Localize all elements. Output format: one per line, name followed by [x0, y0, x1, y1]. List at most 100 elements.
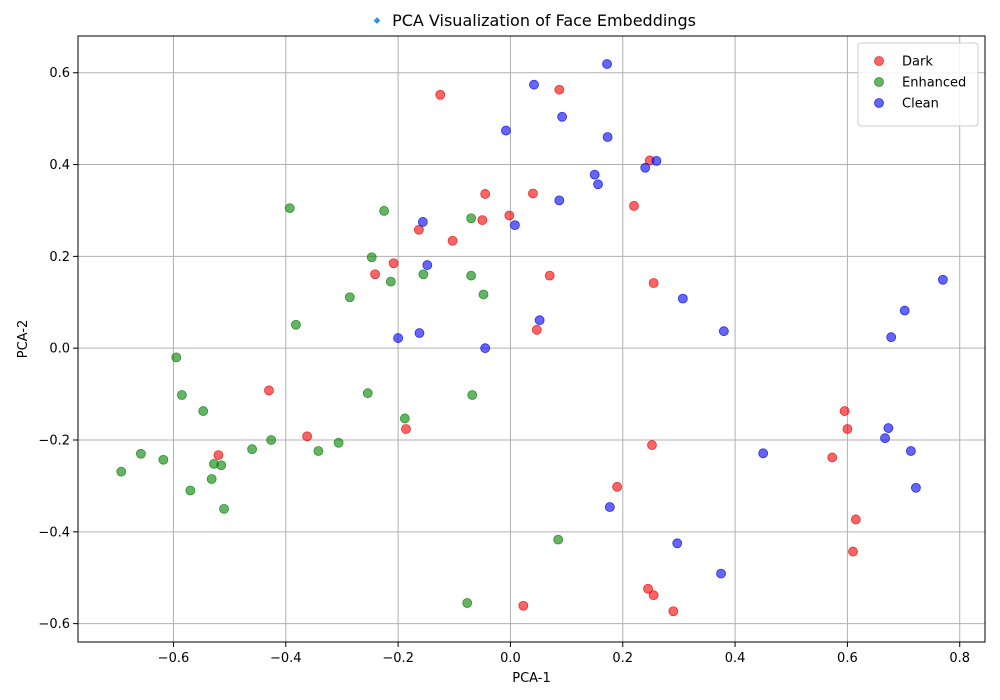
- data-point-enhanced: [553, 534, 564, 545]
- data-point-enhanced: [313, 446, 324, 456]
- x-tick-label: 0.8: [949, 651, 970, 666]
- x-tick-label: 0.2: [612, 651, 633, 666]
- data-point-clean: [510, 220, 520, 231]
- data-point-clean: [677, 293, 688, 304]
- x-tick-label: −0.6: [158, 651, 190, 666]
- data-point-clean: [417, 217, 428, 227]
- data-point-clean: [880, 433, 890, 444]
- legend-label-dark: Dark: [902, 55, 933, 70]
- data-point-clean: [886, 332, 897, 343]
- legend-label-enhanced: Enhanced: [902, 76, 966, 91]
- x-tick-label: −0.2: [382, 651, 414, 666]
- data-point-clean: [593, 179, 603, 190]
- y-tick-label: 0.0: [49, 342, 70, 357]
- data-point-enhanced: [219, 503, 229, 514]
- data-point-dark: [612, 481, 623, 492]
- data-point-dark: [413, 224, 424, 235]
- data-point-dark: [388, 258, 399, 269]
- y-tick-label: −0.2: [38, 434, 70, 449]
- data-point-clean: [554, 195, 565, 206]
- data-point-clean: [651, 155, 662, 166]
- data-point-clean: [899, 305, 910, 316]
- legend-marker-enhanced: [874, 77, 884, 87]
- legend: Dark Enhanced Clean: [857, 42, 979, 127]
- legend-label-clean: Clean: [902, 97, 939, 112]
- grid-lines: [78, 36, 985, 642]
- data-point-enhanced: [466, 270, 477, 281]
- data-point-dark: [827, 452, 838, 463]
- data-point-dark: [518, 600, 529, 611]
- data-point-dark: [477, 215, 488, 225]
- data-point-dark: [647, 440, 657, 450]
- axis-ticks: −0.6 −0.4 −0.2 0.0 0.2 0.4 0.6 0.8 −0.6 −0.4 −0.2 0…: [38, 66, 970, 666]
- data-point-dark: [480, 189, 491, 199]
- data-point-dark: [213, 450, 224, 461]
- data-point-dark: [554, 84, 565, 95]
- data-point-enhanced: [266, 435, 277, 445]
- data-point-dark: [264, 385, 274, 396]
- data-point-enhanced: [466, 213, 477, 224]
- y-tick-label: −0.4: [38, 525, 70, 540]
- x-tick-label: 0.0: [500, 651, 521, 666]
- data-point-clean: [534, 315, 545, 326]
- data-point-clean: [414, 328, 425, 338]
- data-point-clean: [716, 568, 726, 579]
- data-point-dark: [504, 210, 515, 221]
- x-axis-label: PCA-1: [512, 671, 551, 686]
- data-point-enhanced: [136, 448, 146, 459]
- series-clean: [393, 59, 948, 579]
- data-point-dark: [668, 606, 679, 617]
- data-point-enhanced: [171, 352, 182, 363]
- data-point-clean: [905, 446, 916, 456]
- data-point-enhanced: [158, 454, 169, 465]
- data-point-enhanced: [379, 206, 389, 216]
- y-tick-label: 0.4: [49, 158, 70, 173]
- data-point-dark: [531, 324, 542, 335]
- chart-title: 🔹 PCA Visualization of Face Embeddings: [367, 11, 696, 30]
- data-point-clean: [937, 274, 948, 285]
- x-tick-label: 0.6: [837, 651, 858, 666]
- data-point-clean: [557, 111, 568, 122]
- y-tick-label: −0.6: [38, 617, 70, 632]
- scatter-points: [116, 59, 948, 617]
- data-point-enhanced: [366, 252, 377, 263]
- data-point-enhanced: [362, 388, 373, 399]
- y-tick-label: 0.2: [49, 250, 70, 265]
- data-point-dark: [370, 269, 380, 280]
- data-point-clean: [422, 260, 433, 270]
- data-point-clean: [758, 448, 769, 459]
- y-axis-label: PCA-2: [16, 320, 31, 359]
- data-point-clean: [589, 169, 600, 180]
- series-enhanced: [116, 203, 564, 608]
- data-point-clean: [393, 333, 404, 343]
- data-point-clean: [640, 162, 651, 173]
- data-point-clean: [480, 343, 491, 354]
- data-point-enhanced: [399, 413, 410, 424]
- data-point-dark: [842, 424, 853, 434]
- y-tick-label: 0.6: [49, 66, 70, 81]
- data-point-clean: [911, 482, 921, 493]
- data-point-enhanced: [176, 390, 187, 400]
- data-point-dark: [544, 270, 555, 281]
- data-point-dark: [435, 89, 446, 100]
- data-point-dark: [839, 406, 850, 416]
- data-point-dark: [302, 431, 313, 442]
- legend-marker-dark: [874, 56, 884, 66]
- data-point-enhanced: [206, 474, 217, 484]
- data-point-enhanced: [284, 203, 295, 214]
- data-point-enhanced: [198, 406, 209, 416]
- data-point-enhanced: [467, 390, 478, 400]
- data-point-dark: [850, 514, 861, 525]
- data-point-enhanced: [291, 319, 301, 330]
- data-point-enhanced: [344, 292, 355, 303]
- data-point-clean: [672, 538, 683, 549]
- data-point-enhanced: [116, 466, 127, 477]
- data-point-dark: [528, 188, 538, 199]
- x-tick-label: −0.4: [270, 651, 302, 666]
- x-tick-label: 0.4: [725, 651, 746, 666]
- data-point-enhanced: [247, 444, 257, 455]
- data-point-clean: [529, 79, 539, 90]
- data-point-enhanced: [478, 289, 489, 300]
- data-point-clean: [602, 59, 612, 69]
